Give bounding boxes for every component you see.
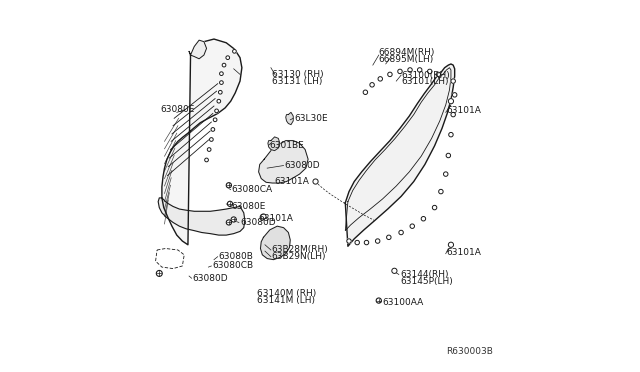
- Text: R630003B: R630003B: [446, 347, 493, 356]
- Circle shape: [156, 270, 163, 276]
- Circle shape: [364, 240, 369, 245]
- Polygon shape: [286, 112, 293, 125]
- Circle shape: [227, 183, 232, 188]
- Text: 63L30E: 63L30E: [294, 114, 328, 123]
- Circle shape: [451, 79, 456, 83]
- Circle shape: [227, 201, 232, 206]
- Circle shape: [397, 69, 402, 74]
- Text: 63B28M(RH): 63B28M(RH): [271, 246, 328, 254]
- Polygon shape: [346, 64, 454, 246]
- Text: 63144(RH): 63144(RH): [400, 270, 449, 279]
- Text: 63101(LH): 63101(LH): [402, 77, 449, 86]
- Circle shape: [370, 83, 374, 87]
- Text: 63145P(LH): 63145P(LH): [400, 277, 452, 286]
- Text: 66894M(RH): 66894M(RH): [379, 48, 435, 57]
- Text: 63080B: 63080B: [219, 252, 253, 261]
- Text: 63141M (LH): 63141M (LH): [257, 296, 315, 305]
- Text: 63B29N(LH): 63B29N(LH): [271, 252, 326, 261]
- Circle shape: [452, 93, 457, 97]
- Circle shape: [378, 77, 383, 81]
- Text: 63101A: 63101A: [447, 106, 481, 115]
- Circle shape: [392, 268, 397, 273]
- Text: 63080D: 63080D: [240, 218, 276, 227]
- Circle shape: [408, 68, 412, 72]
- Text: 63100(RH): 63100(RH): [402, 71, 451, 80]
- Circle shape: [417, 68, 422, 72]
- Circle shape: [207, 148, 211, 151]
- Circle shape: [205, 158, 209, 162]
- Circle shape: [313, 179, 318, 184]
- Circle shape: [388, 72, 392, 77]
- Text: 63080D: 63080D: [193, 274, 228, 283]
- Text: 63080CB: 63080CB: [212, 262, 253, 270]
- Circle shape: [209, 138, 213, 141]
- Text: 63140M (RH): 63140M (RH): [257, 289, 316, 298]
- Circle shape: [213, 118, 217, 122]
- Circle shape: [421, 217, 426, 221]
- Circle shape: [218, 90, 222, 94]
- Circle shape: [436, 72, 440, 77]
- Circle shape: [449, 242, 454, 247]
- Circle shape: [446, 153, 451, 158]
- Circle shape: [220, 81, 223, 84]
- Circle shape: [444, 172, 448, 176]
- Polygon shape: [259, 141, 308, 183]
- Circle shape: [355, 240, 360, 245]
- Text: 63131 (LH): 63131 (LH): [271, 77, 322, 86]
- Circle shape: [363, 90, 367, 94]
- Text: 63080CA: 63080CA: [232, 185, 273, 194]
- Circle shape: [438, 189, 443, 194]
- Polygon shape: [189, 40, 207, 59]
- Polygon shape: [260, 226, 291, 260]
- Circle shape: [232, 49, 236, 53]
- Circle shape: [410, 224, 415, 228]
- Text: 63101A: 63101A: [447, 248, 481, 257]
- Circle shape: [222, 63, 226, 67]
- Text: 63080E: 63080E: [160, 105, 195, 114]
- Circle shape: [220, 72, 223, 76]
- Circle shape: [433, 205, 437, 210]
- Text: 63080E: 63080E: [232, 202, 266, 211]
- Circle shape: [399, 230, 403, 235]
- Text: 63130 (RH): 63130 (RH): [271, 70, 323, 79]
- Circle shape: [231, 217, 236, 222]
- Polygon shape: [268, 137, 280, 151]
- Circle shape: [451, 112, 456, 117]
- Circle shape: [227, 220, 232, 225]
- Circle shape: [387, 235, 391, 240]
- Text: 63080D: 63080D: [285, 161, 320, 170]
- Circle shape: [428, 69, 432, 74]
- Text: 63100AA: 63100AA: [383, 298, 424, 307]
- Text: 66895M(LH): 66895M(LH): [379, 55, 434, 64]
- Circle shape: [449, 99, 454, 104]
- Circle shape: [211, 128, 215, 131]
- Circle shape: [449, 132, 453, 137]
- Circle shape: [217, 99, 221, 103]
- Circle shape: [261, 214, 266, 219]
- Polygon shape: [158, 198, 245, 235]
- Circle shape: [226, 56, 230, 60]
- Circle shape: [215, 109, 218, 113]
- Circle shape: [347, 239, 351, 243]
- Text: 63101A: 63101A: [275, 177, 310, 186]
- Circle shape: [376, 298, 381, 303]
- Text: 63101A: 63101A: [258, 214, 292, 223]
- Circle shape: [376, 239, 380, 243]
- Text: 6301BE: 6301BE: [270, 141, 305, 150]
- Polygon shape: [162, 39, 242, 245]
